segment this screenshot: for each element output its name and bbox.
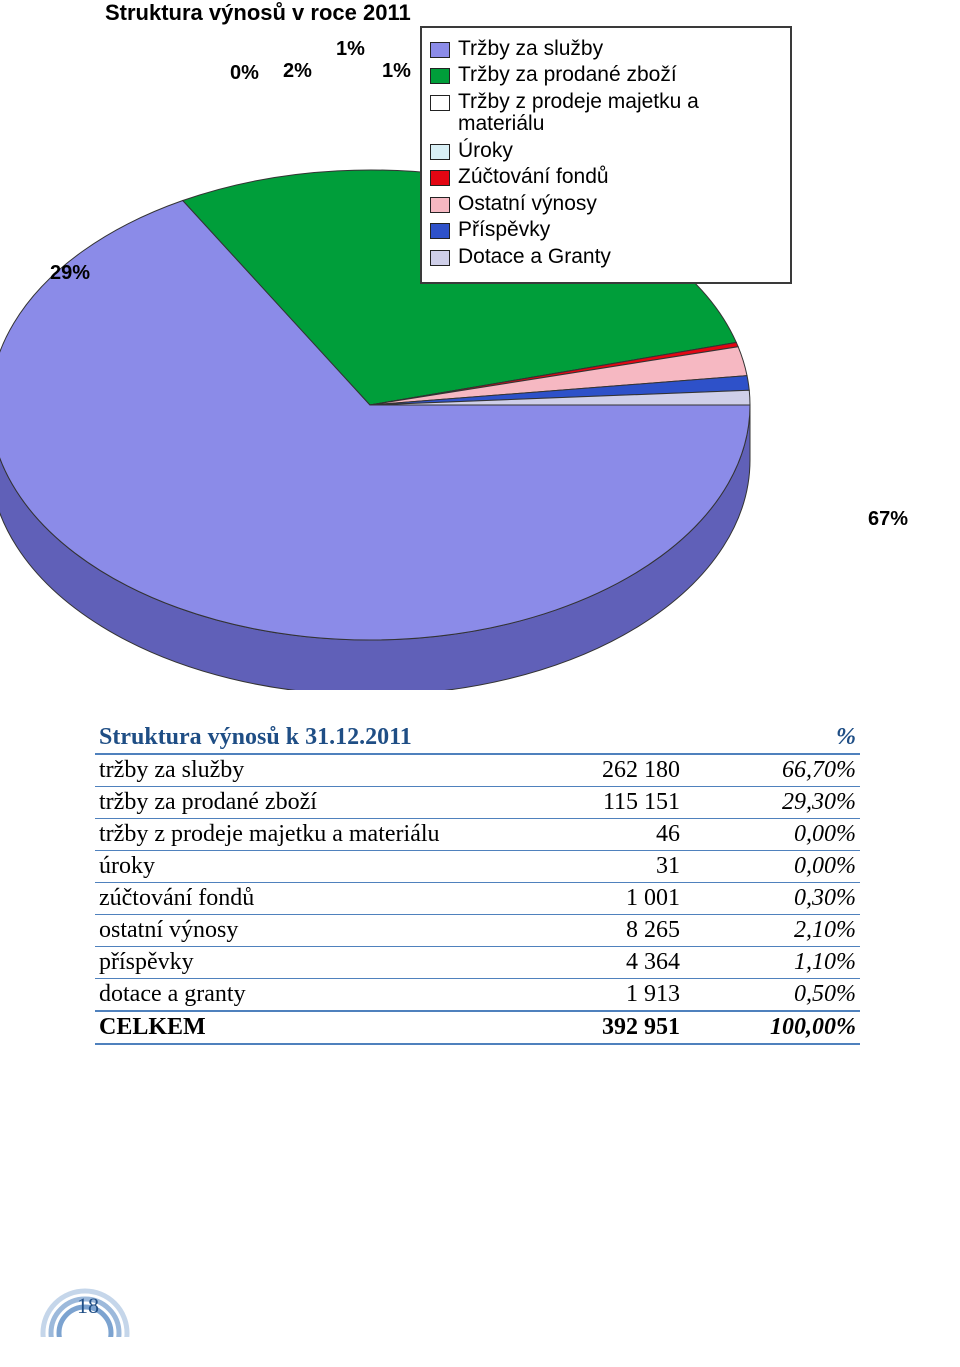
row-pct: 2,10%: [684, 915, 860, 947]
pie-pct-label: 0%: [230, 62, 259, 85]
row-pct: 29,30%: [684, 787, 860, 819]
total-value: 392 951: [508, 1011, 684, 1044]
legend-item: Tržby za služby: [430, 38, 782, 60]
legend-label: Ostatní výnosy: [458, 193, 782, 215]
legend-item: Tržby z prodeje majetku a materiálu: [430, 91, 782, 136]
table-row: zúčtování fondů1 0010,30%: [95, 883, 860, 915]
table-row: ostatní výnosy8 2652,10%: [95, 915, 860, 947]
row-label: dotace a granty: [95, 979, 508, 1012]
row-label: zúčtování fondů: [95, 883, 508, 915]
chart-legend: Tržby za služby Tržby za prodané zboží Trž…: [420, 26, 792, 284]
table-row: úroky310,00%: [95, 851, 860, 883]
legend-item: Ostatní výnosy: [430, 193, 782, 215]
total-label: CELKEM: [95, 1011, 508, 1044]
pie-pct-label: 1%: [382, 60, 411, 83]
row-value: 8 265: [508, 915, 684, 947]
legend-swatch: [430, 250, 450, 266]
page-number: 18: [77, 1293, 99, 1319]
row-label: tržby za služby: [95, 754, 508, 787]
row-value: 46: [508, 819, 684, 851]
pie-pct-label: 29%: [50, 262, 90, 285]
table-title: Struktura výnosů k 31.12.2011: [99, 724, 412, 750]
revenue-table-grid: Struktura výnosů k 31.12.2011%tržby za s…: [95, 722, 860, 1045]
legend-label: Zúčtování fondů: [458, 166, 782, 188]
row-label: příspěvky: [95, 947, 508, 979]
pie-pct-label: 1%: [336, 38, 365, 61]
legend-swatch: [430, 95, 450, 111]
legend-swatch: [430, 170, 450, 186]
pie-pct-label: 2%: [283, 60, 312, 83]
revenue-table: Struktura výnosů k 31.12.2011%tržby za s…: [95, 722, 860, 1045]
legend-label: Tržby za služby: [458, 38, 782, 60]
row-value: 31: [508, 851, 684, 883]
row-pct: 0,00%: [684, 819, 860, 851]
row-pct: 66,70%: [684, 754, 860, 787]
row-pct: 0,30%: [684, 883, 860, 915]
legend-item: Zúčtování fondů: [430, 166, 782, 188]
legend-item: Tržby za prodané zboží: [430, 64, 782, 86]
table-pct-header: %: [684, 722, 860, 754]
table-row: příspěvky4 3641,10%: [95, 947, 860, 979]
legend-label: Tržby z prodeje majetku a materiálu: [458, 91, 782, 136]
row-pct: 0,00%: [684, 851, 860, 883]
legend-swatch: [430, 42, 450, 58]
row-value: 1 001: [508, 883, 684, 915]
legend-swatch: [430, 144, 450, 160]
row-value: 4 364: [508, 947, 684, 979]
total-pct: 100,00%: [684, 1011, 860, 1044]
page: Struktura výnosů v roce 2011 Tržby za sl…: [0, 0, 960, 1367]
pie-pct-label: 67%: [868, 508, 908, 531]
legend-label: Úroky: [458, 140, 782, 162]
table-row: tržby z prodeje majetku a materiálu460,0…: [95, 819, 860, 851]
legend-label: Příspěvky: [458, 219, 782, 241]
legend-item: Úroky: [430, 140, 782, 162]
row-label: tržby z prodeje majetku a materiálu: [95, 819, 508, 851]
legend-item: Dotace a Granty: [430, 246, 782, 268]
row-pct: 1,10%: [684, 947, 860, 979]
legend-swatch: [430, 197, 450, 213]
table-row: tržby za prodané zboží115 15129,30%: [95, 787, 860, 819]
table-title-row: Struktura výnosů k 31.12.2011%: [95, 722, 860, 754]
table-total-row: CELKEM392 951100,00%: [95, 1011, 860, 1044]
legend-swatch: [430, 223, 450, 239]
row-label: tržby za prodané zboží: [95, 787, 508, 819]
row-label: úroky: [95, 851, 508, 883]
row-value: 115 151: [508, 787, 684, 819]
table-row: tržby za služby262 18066,70%: [95, 754, 860, 787]
row-pct: 0,50%: [684, 979, 860, 1012]
legend-item: Příspěvky: [430, 219, 782, 241]
legend-label: Tržby za prodané zboží: [458, 64, 782, 86]
legend-swatch: [430, 68, 450, 84]
legend-label: Dotace a Granty: [458, 246, 782, 268]
row-label: ostatní výnosy: [95, 915, 508, 947]
row-value: 1 913: [508, 979, 684, 1012]
table-row: dotace a granty1 9130,50%: [95, 979, 860, 1012]
row-value: 262 180: [508, 754, 684, 787]
